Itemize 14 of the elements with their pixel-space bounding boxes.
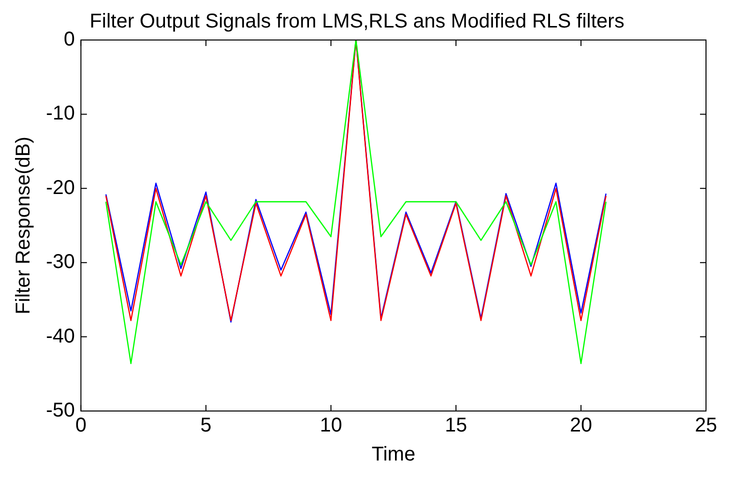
x-tick-label: 15	[444, 414, 468, 437]
x-tick-label: 25	[694, 414, 718, 437]
y-tick-label: -40	[46, 325, 75, 348]
x-tick-label: 5	[200, 414, 212, 437]
x-tick-label: 20	[570, 414, 592, 437]
x-tick-label: 10	[320, 414, 342, 437]
y-tick-label: -10	[46, 102, 75, 125]
y-tick-label: 0	[64, 28, 75, 51]
chart-title: Filter Output Signals from LMS,RLS ans Modified RLS filters	[90, 10, 624, 33]
y-tick-label: -20	[46, 176, 75, 199]
y-tick-label: -50	[46, 400, 75, 422]
y-axis-title: Filter Response(dB)	[12, 136, 35, 314]
x-axis-title: Time	[372, 444, 416, 466]
y-tick-label: -30	[46, 251, 75, 274]
